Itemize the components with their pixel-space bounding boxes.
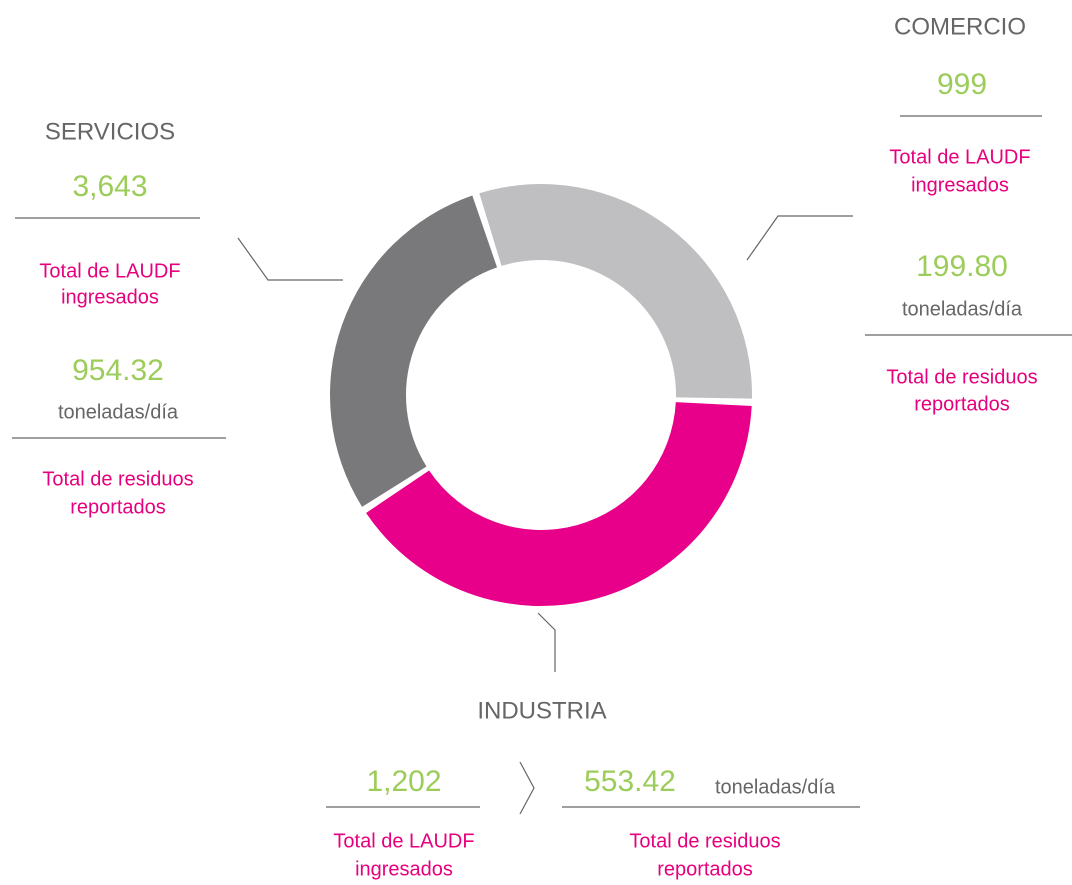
caption: ingresados bbox=[355, 858, 453, 880]
connector bbox=[537, 612, 556, 672]
tons-value: 954.32 bbox=[72, 354, 164, 387]
tons-value: 199.80 bbox=[916, 250, 1008, 283]
laudf-value: 999 bbox=[937, 68, 987, 101]
caption: Total de LAUDF bbox=[889, 146, 1030, 168]
donut-segment bbox=[330, 195, 498, 507]
unit: toneladas/día bbox=[902, 298, 1023, 320]
donut-segment bbox=[366, 402, 752, 606]
caption: reportados bbox=[657, 858, 753, 880]
sector-name: INDUSTRIA bbox=[477, 697, 606, 724]
caption: Total de LAUDF bbox=[333, 830, 474, 852]
tons-value: 553.42 bbox=[584, 765, 676, 798]
unit: toneladas/día bbox=[58, 401, 179, 423]
laudf-value: 3,643 bbox=[72, 170, 147, 203]
chevron bbox=[519, 761, 535, 815]
donut bbox=[330, 184, 752, 606]
laudf-value: 1,202 bbox=[366, 765, 441, 798]
sector-name: SERVICIOS bbox=[45, 118, 175, 145]
caption: reportados bbox=[70, 496, 166, 518]
donut-segment bbox=[479, 184, 752, 399]
caption: Total de LAUDF bbox=[39, 260, 180, 282]
caption: Total de residuos bbox=[629, 830, 780, 852]
caption: Total de residuos bbox=[886, 366, 1037, 388]
unit: toneladas/día bbox=[715, 776, 836, 798]
caption: ingresados bbox=[911, 174, 1009, 196]
connector bbox=[746, 215, 853, 261]
sector-name: COMERCIO bbox=[894, 13, 1026, 40]
caption: ingresados bbox=[61, 286, 159, 308]
caption: Total de residuos bbox=[42, 468, 193, 490]
connector bbox=[237, 237, 343, 281]
caption: reportados bbox=[914, 393, 1010, 415]
